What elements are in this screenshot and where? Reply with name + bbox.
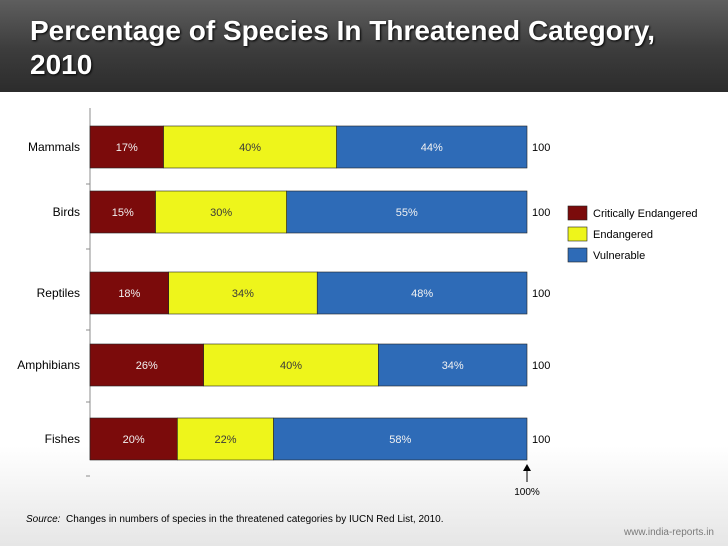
legend-swatch-endangered	[567, 226, 588, 242]
bar-fishes-vulnerable	[273, 417, 528, 461]
data-label-mammals-critically-endangered: 17%	[116, 142, 138, 154]
source-note: Source: Changes in numbers of species in…	[26, 514, 443, 525]
data-label-amphibians-endangered: 40%	[280, 360, 302, 372]
legend-swatch-vulnerable	[567, 247, 588, 263]
legend-label-vulnerable: Vulnerable	[593, 250, 645, 262]
data-label-birds-endangered: 30%	[210, 207, 232, 219]
source-label: Source:	[26, 514, 61, 525]
bar-reptiles-endangered	[168, 271, 318, 315]
category-label-reptiles: Reptiles	[37, 286, 80, 300]
data-label-fishes-endangered: 22%	[214, 434, 236, 446]
data-label-fishes-critically-endangered: 20%	[123, 434, 145, 446]
bar-birds-endangered	[155, 190, 287, 234]
data-label-reptiles-vulnerable: 48%	[411, 288, 433, 300]
chart-title: Percentage of Species In Threatened Cate…	[30, 15, 656, 80]
bar-fishes-critically-endangered	[89, 417, 178, 461]
data-label-birds-critically-endangered: 15%	[112, 207, 134, 219]
bar-mammals-endangered	[163, 125, 337, 169]
total-label-fishes: 100	[532, 434, 550, 446]
data-label-amphibians-critically-endangered: 26%	[136, 360, 158, 372]
legend-label-endangered: Endangered	[593, 229, 653, 241]
category-label-birds: Birds	[53, 205, 80, 219]
data-label-mammals-endangered: 40%	[239, 142, 261, 154]
bar-amphibians-endangered	[203, 343, 379, 387]
bar-mammals-vulnerable	[336, 125, 528, 169]
bar-mammals-critically-endangered	[89, 125, 164, 169]
data-label-mammals-vulnerable: 44%	[421, 142, 443, 154]
annotation-100-percent: 100%	[514, 487, 540, 498]
legend-label-critically-endangered: Critically Endangered	[593, 208, 698, 220]
total-label-birds: 100	[532, 207, 550, 219]
data-label-fishes-vulnerable: 58%	[389, 434, 411, 446]
data-label-reptiles-critically-endangered: 18%	[118, 288, 140, 300]
bar-fishes-endangered	[177, 417, 274, 461]
total-label-amphibians: 100	[532, 360, 550, 372]
category-label-fishes: Fishes	[45, 432, 80, 446]
data-label-birds-vulnerable: 55%	[396, 207, 418, 219]
source-text: Changes in numbers of species in the thr…	[66, 514, 444, 525]
bar-reptiles-vulnerable	[316, 271, 528, 315]
total-label-mammals: 100	[532, 142, 550, 154]
legend-swatch-critically-endangered	[567, 205, 588, 221]
data-label-reptiles-endangered: 34%	[232, 288, 254, 300]
category-label-amphibians: Amphibians	[17, 358, 80, 372]
stacked-bar-chart: Mammals 17% 40% 44% 100 Birds 15% 30% 55% 100 Rept…	[17, 108, 698, 498]
bar-birds-vulnerable	[286, 190, 528, 234]
bar-birds-critically-endangered	[89, 190, 156, 234]
data-label-amphibians-vulnerable: 34%	[442, 360, 464, 372]
title-bar: Percentage of Species In Threatened Cate…	[0, 0, 728, 92]
category-label-mammals: Mammals	[28, 140, 80, 154]
site-credit: www.india-reports.in	[623, 527, 714, 538]
total-label-reptiles: 100	[532, 288, 550, 300]
annotation-arrow-head	[523, 464, 531, 471]
bar-amphibians-vulnerable	[378, 343, 528, 387]
